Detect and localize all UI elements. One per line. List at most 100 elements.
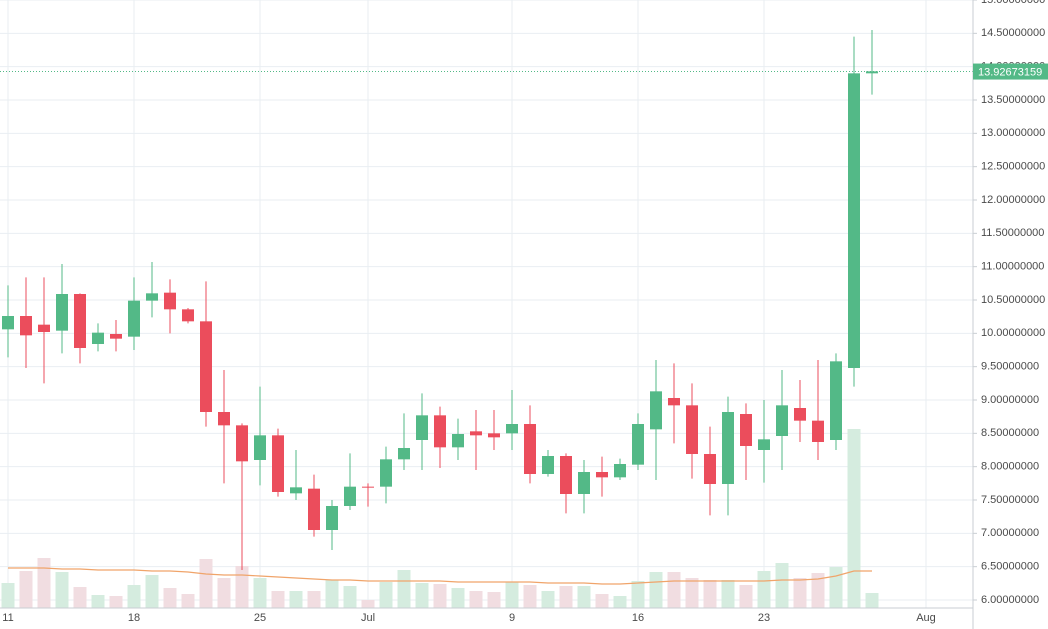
volume-bar (559, 586, 573, 608)
volume-ma-line (8, 567, 872, 585)
candle-body (542, 456, 554, 474)
x-tick-label: Jul (361, 612, 375, 624)
candle-body (254, 435, 266, 460)
y-tick-label: 12.00000000 (981, 194, 1045, 206)
volume-bar (109, 596, 123, 608)
y-tick-label: 6.50000000 (981, 561, 1039, 573)
candle-body (506, 424, 518, 434)
volume-bar (487, 592, 501, 608)
volume-bar (721, 580, 735, 608)
candle-body (398, 448, 410, 460)
volume-bar (379, 582, 393, 608)
volume-bar (217, 578, 231, 608)
volume-bar (289, 591, 303, 608)
candle-body (470, 431, 482, 436)
candle-body (686, 405, 698, 454)
y-tick-label: 11.50000000 (981, 227, 1044, 239)
last-price-label: 13.92673159 (978, 66, 1042, 78)
candle-body (272, 435, 284, 492)
candle-body (236, 425, 248, 462)
grid (0, 0, 973, 608)
candle-body (2, 316, 14, 330)
y-tick-label: 8.50000000 (981, 427, 1039, 439)
candle-body (560, 456, 572, 494)
volume-bar (847, 429, 861, 608)
volume-bar (307, 591, 321, 608)
volume-bar (253, 578, 267, 608)
candle-body (794, 408, 806, 421)
volume-bar (181, 594, 195, 608)
candle-body (632, 424, 644, 465)
candle-body (776, 405, 788, 436)
volume-bar (415, 583, 429, 608)
candle-body (434, 415, 446, 448)
volume-bar (523, 585, 537, 608)
y-tick-label: 13.00000000 (981, 127, 1045, 139)
candle-body (668, 398, 680, 406)
candle-body (452, 434, 464, 448)
candle-body (416, 415, 428, 440)
candle-body (92, 332, 104, 344)
volume-bar (793, 578, 807, 608)
volume-bar (271, 591, 285, 608)
candle-body (722, 412, 734, 484)
candle-body (704, 454, 716, 484)
volume-bar (649, 572, 663, 608)
volume-bar (1, 583, 15, 608)
candle-body (614, 464, 626, 478)
candle-body (110, 334, 122, 339)
y-tick-label: 10.50000000 (981, 294, 1045, 306)
candle-body (290, 487, 302, 494)
candle-body (812, 420, 824, 442)
x-tick-label: 18 (128, 612, 140, 624)
y-tick-label: 9.00000000 (981, 394, 1039, 406)
candle-body (362, 486, 374, 488)
y-tick-label: 10.00000000 (981, 327, 1045, 339)
candle-body (164, 292, 176, 310)
volume-bar (739, 585, 753, 608)
volume-bar (703, 580, 717, 608)
x-tick-label: 9 (509, 612, 515, 624)
last-price-box (973, 63, 1048, 80)
candle-body (740, 414, 752, 446)
candle-body (524, 424, 536, 474)
y-tick-label: 7.00000000 (981, 527, 1039, 539)
volume-bar (451, 588, 465, 608)
x-tick-label: 16 (632, 612, 644, 624)
volume-bar (577, 586, 591, 608)
candle-body (488, 433, 500, 438)
volume-bar (613, 596, 627, 608)
candle-body (578, 472, 590, 494)
candle-body (200, 321, 212, 412)
candle-body (128, 300, 140, 337)
candle-body (56, 294, 68, 331)
candle-body (380, 459, 392, 487)
volume-bar (505, 582, 519, 608)
volume-bar (127, 585, 141, 608)
y-tick-label: 13.50000000 (981, 94, 1045, 106)
volume-bar (343, 586, 357, 608)
volume-bar (757, 571, 771, 608)
volume-bar (433, 584, 447, 608)
y-tick-label: 12.50000000 (981, 161, 1045, 173)
volume-bar (55, 572, 69, 608)
candle-body (20, 316, 32, 336)
volume-bar (865, 593, 879, 608)
volume-bar (91, 595, 105, 608)
candle-body (326, 506, 338, 530)
y-tick-label: 6.00000000 (981, 594, 1039, 606)
y-tick-label: 15.00000000 (981, 0, 1045, 6)
volume-bar (811, 573, 825, 608)
volume-bar (199, 559, 213, 608)
volume-pane (1, 429, 879, 608)
volume-bar (667, 572, 681, 608)
candle-body (830, 361, 842, 440)
volume-bar (163, 588, 177, 608)
volume-bar (235, 566, 249, 608)
y-tick-label: 8.00000000 (981, 461, 1039, 473)
volume-bar (631, 581, 645, 608)
x-tick-label: 11 (2, 612, 13, 624)
y-tick-label: 11.00000000 (981, 261, 1044, 273)
candle-body (650, 391, 662, 430)
